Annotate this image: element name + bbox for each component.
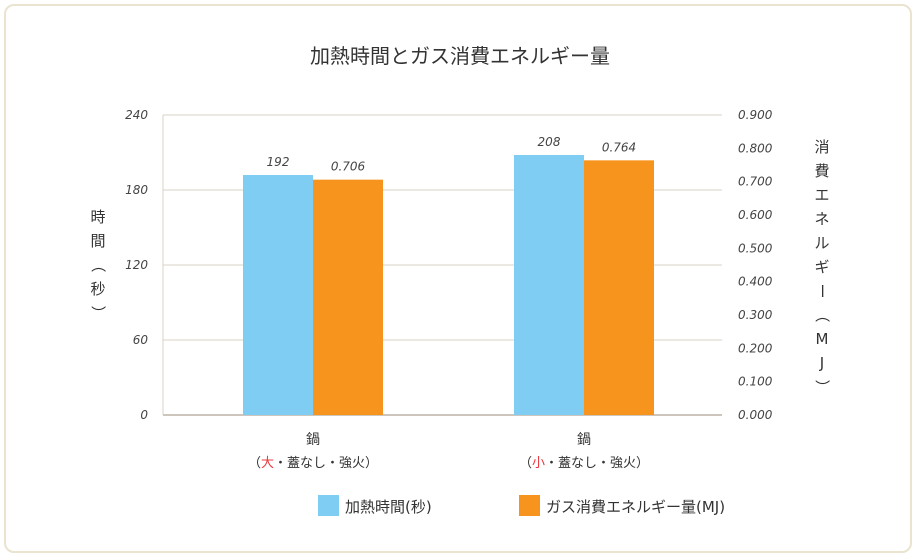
legend-swatch-heating-time <box>318 495 339 516</box>
bar-gas-energy <box>313 179 383 415</box>
right-axis-label-char: M <box>816 330 829 348</box>
left-axis-label-char: ） <box>89 305 107 320</box>
category-labels: 鍋 （大・蓋なし・強火） 鍋 （小・蓋なし・強火） <box>248 432 649 471</box>
bar-gas-energy <box>584 160 654 415</box>
right-tick-label: 0.700 <box>738 175 773 189</box>
data-label: 0.764 <box>602 140 636 154</box>
left-axis-label-char: 秒 <box>90 280 105 298</box>
right-axis-label-char: 費 <box>814 162 829 180</box>
right-axis-label-char: ） <box>813 379 831 394</box>
right-axis-label-char: ル <box>814 234 829 252</box>
legend-label: ガス消費エネルギー量(MJ) <box>546 498 725 516</box>
chart-title: 加熱時間とガス消費エネルギー量 <box>310 44 610 68</box>
right-tick-label: 0.100 <box>738 375 773 389</box>
right-axis-label-char: ギ <box>814 258 829 276</box>
left-tick-label: 240 <box>125 108 148 122</box>
right-tick-label: 0.400 <box>738 275 773 289</box>
right-tick-label: 0.200 <box>738 341 773 355</box>
data-labels: 192 0.706 208 0.764 <box>267 135 637 174</box>
left-axis-label: 時間 （ 秒 ） <box>89 208 107 321</box>
left-tick-label: 0 <box>140 408 148 422</box>
left-axis-label-char: 間 <box>90 232 105 250</box>
left-axis-label-char: （ <box>89 257 107 272</box>
bars <box>243 155 654 415</box>
chart-frame <box>4 4 912 553</box>
left-axis-label-char: 時 <box>90 208 105 226</box>
right-axis-label-char: エ <box>814 186 829 204</box>
left-tick-label: 60 <box>133 333 149 347</box>
category-subtitle: （大・蓋なし・強火） <box>248 456 378 471</box>
right-axis-label: 消費エネルギー （ MJ ） <box>813 138 831 395</box>
right-tick-label: 0.000 <box>738 408 773 422</box>
right-axis-label-char: J <box>819 354 824 372</box>
right-axis-label-char: （ <box>813 307 831 322</box>
right-tick-label: 0.900 <box>738 108 773 122</box>
bar-heating-time <box>243 175 313 415</box>
left-tick-label: 120 <box>125 258 148 272</box>
left-axis-ticks: 0 60 120 180 240 <box>125 108 148 422</box>
data-label: 208 <box>538 135 561 149</box>
category-name: 鍋 <box>577 432 591 448</box>
right-axis-label-char: ー <box>813 283 831 298</box>
data-label: 0.706 <box>331 160 366 174</box>
legend-swatch-gas-energy <box>519 495 540 516</box>
bar-heating-time <box>514 155 584 415</box>
left-tick-label: 180 <box>125 183 148 197</box>
right-tick-label: 0.600 <box>738 208 773 222</box>
legend-label: 加熱時間(秒) <box>345 498 432 516</box>
right-tick-label: 0.500 <box>738 241 773 255</box>
right-tick-label: 0.300 <box>738 308 773 322</box>
right-axis-ticks: 0.000 0.100 0.200 0.300 0.400 0.500 0.600 0.700… <box>738 108 773 422</box>
right-axis-label-char: 消 <box>814 138 829 156</box>
right-axis-label-char: ネ <box>814 210 829 228</box>
data-label: 192 <box>267 155 290 169</box>
category-subtitle: （小・蓋なし・強火） <box>519 456 649 471</box>
legend: 加熱時間(秒) ガス消費エネルギー量(MJ) <box>318 495 725 516</box>
right-tick-label: 0.800 <box>738 141 773 155</box>
category-name: 鍋 <box>306 432 320 448</box>
